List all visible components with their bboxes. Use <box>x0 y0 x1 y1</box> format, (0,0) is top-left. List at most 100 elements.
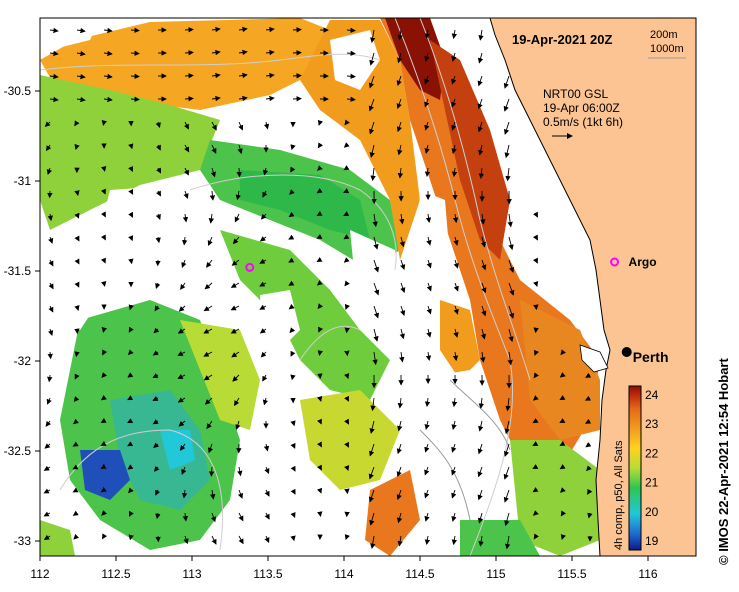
location-markers: Argo Perth <box>245 255 669 365</box>
x-axis <box>39 556 649 561</box>
current-vector-arrow <box>260 351 267 358</box>
current-vector-arrow <box>181 466 187 475</box>
current-vector-arrow <box>128 188 134 195</box>
current-vector-arrow <box>424 489 430 499</box>
current-vector-arrow <box>232 374 240 382</box>
current-vector-arrow <box>103 50 113 57</box>
current-vector-arrow <box>290 442 296 449</box>
current-vector-arrow <box>316 280 323 286</box>
current-vector-arrow <box>400 259 406 271</box>
current-vector-arrow <box>152 373 159 379</box>
current-vector-arrow <box>265 49 275 56</box>
current-vector-arrow <box>424 420 430 430</box>
current-vector-arrow <box>368 98 375 112</box>
current-vector-arrow <box>74 258 80 265</box>
current-vector-arrow <box>480 328 486 340</box>
current-vector-arrow <box>178 420 186 427</box>
current-vector-arrow <box>238 95 248 102</box>
current-vector-arrow <box>396 512 403 524</box>
current-vector-arrow <box>154 305 160 312</box>
current-vector-arrow <box>74 235 80 242</box>
no-data-gap <box>330 30 380 90</box>
current-vector-arrow <box>451 397 458 408</box>
current-vector-arrow <box>184 96 194 102</box>
current-vector-arrow <box>48 236 54 244</box>
current-vector-arrow <box>128 510 134 517</box>
current-vector-arrow <box>46 167 52 175</box>
x-tick-label: 114 <box>334 567 353 581</box>
current-vector-arrow <box>424 397 431 407</box>
argo-marker[interactable] <box>610 257 620 267</box>
current-vector-arrow <box>152 396 159 401</box>
sst-patch <box>300 390 400 490</box>
current-vector-arrow <box>373 305 380 319</box>
current-vector-arrow <box>259 258 267 264</box>
current-vector-arrow <box>368 75 375 89</box>
current-vector-arrow <box>128 235 134 242</box>
current-vector-arrow <box>230 305 240 311</box>
current-vector-arrow <box>481 305 487 317</box>
current-vector-arrow <box>451 443 457 453</box>
current-vector-arrow <box>128 326 134 333</box>
current-vector-arrow <box>424 512 430 522</box>
current-vector-arrow <box>101 510 107 516</box>
current-vector-arrow <box>152 350 159 356</box>
plot-frame <box>39 17 697 557</box>
current-vector-arrow <box>102 533 108 540</box>
current-vector-arrow <box>203 305 213 312</box>
y-axis <box>35 90 40 542</box>
current-vector-arrow <box>425 213 432 223</box>
current-vector-arrow <box>424 535 431 545</box>
current-vector-arrow <box>184 73 194 79</box>
perth-label: Perth <box>633 349 669 365</box>
current-vector-arrow <box>346 96 356 102</box>
current-vector-arrow <box>451 29 458 40</box>
current-vector-arrow <box>453 282 459 292</box>
current-vector-arrow <box>369 52 375 66</box>
current-vector-arrow <box>102 349 108 356</box>
current-vector-arrow <box>262 190 268 198</box>
current-vector-arrow <box>426 305 432 315</box>
current-vector-arrow <box>211 26 221 33</box>
current-vector-arrow <box>292 73 302 79</box>
current-vector-arrow <box>584 395 591 401</box>
current-vector-arrow <box>180 282 186 290</box>
current-vector-arrow <box>206 420 213 430</box>
current-vector-arrow <box>396 443 402 455</box>
current-vector-arrow <box>238 26 248 33</box>
current-vector-arrow <box>424 52 430 62</box>
current-vector-arrow <box>317 350 323 356</box>
current-vector-arrow <box>44 121 51 128</box>
current-vector-arrow <box>206 259 213 268</box>
current-vector-arrow <box>373 282 380 296</box>
current-vector-arrow <box>262 397 269 406</box>
x-tick-label: 116 <box>638 567 657 581</box>
current-vector-arrow <box>73 418 79 425</box>
perth-coastline-detail <box>579 344 609 373</box>
current-vector-arrow <box>343 165 350 171</box>
current-vector-arrow <box>177 328 186 334</box>
current-vector-arrow <box>100 440 107 446</box>
current-vector-arrow <box>100 211 106 218</box>
perth-marker[interactable] <box>621 347 632 357</box>
colorbar-ticks: 24 23 22 21 20 19 <box>645 388 659 548</box>
current-vector-arrow <box>155 282 161 289</box>
no-data-gap <box>418 190 450 270</box>
current-vector-arrow <box>505 397 511 412</box>
current-vector-arrow <box>210 167 216 178</box>
current-vector-arrow <box>560 510 566 517</box>
colorbar-tick-label: 19 <box>645 534 659 548</box>
current-vector-arrow <box>451 167 458 178</box>
current-vector-arrow <box>288 211 295 218</box>
current-vector-arrow <box>130 27 140 33</box>
current-vector-arrow <box>184 27 194 33</box>
current-vector-arrow <box>397 420 403 432</box>
argo-offshore-marker[interactable] <box>245 262 255 272</box>
y-tick-label: -32 <box>14 354 32 368</box>
sst-patch <box>300 20 420 260</box>
no-data-gap <box>40 18 100 50</box>
current-vector-arrow <box>508 282 515 296</box>
current-vector-arrow <box>453 328 459 338</box>
current-vector-arrow <box>370 535 376 549</box>
current-vector-arrow <box>43 511 51 517</box>
